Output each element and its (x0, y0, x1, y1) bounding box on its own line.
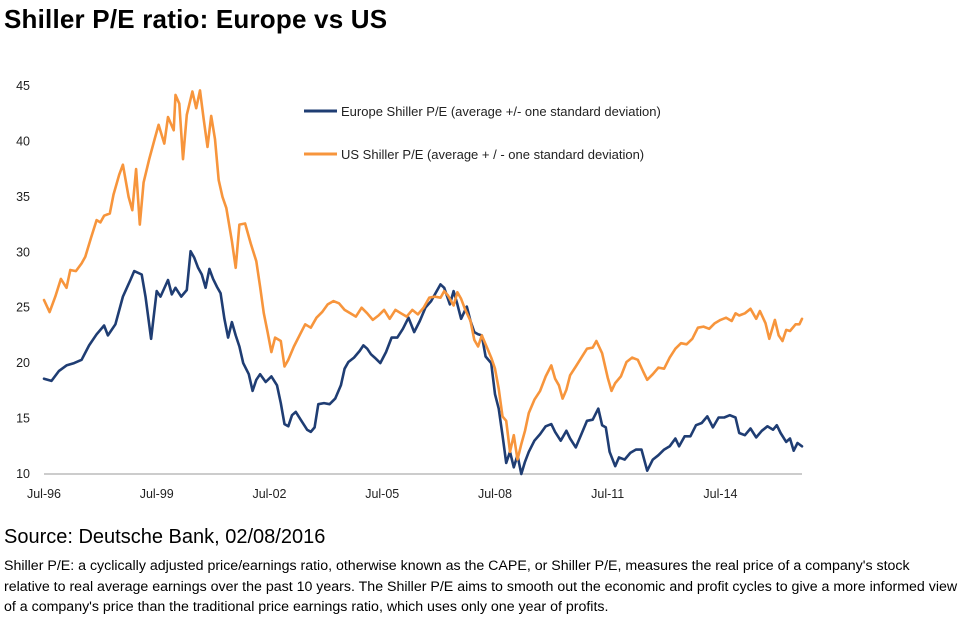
y-tick-label-25: 25 (16, 301, 30, 315)
x-tick-label-jul-99: Jul-99 (140, 487, 174, 501)
description-text: Shiller P/E: a cyclically adjusted price… (4, 558, 958, 615)
chart-legend: Europe Shiller P/E (average +/- one stan… (304, 104, 661, 162)
legend-label-us: US Shiller P/E (average + / - one standa… (341, 147, 644, 162)
series-lines (42, 89, 804, 476)
x-tick-label-jul-02: Jul-02 (252, 487, 286, 501)
x-axis-tick-labels: Jul-96 Jul-99 Jul-02 Jul-05 Jul-08 Jul-11 Jul-… (27, 487, 738, 501)
x-tick-label-jul-08: Jul-08 (478, 487, 512, 501)
source-note: Source: Deutsche Bank, 02/08/2016 (4, 526, 326, 548)
y-tick-label-30: 30 (16, 245, 30, 259)
y-tick-label-45: 45 (16, 79, 30, 93)
page-title: Shiller P/E ratio: Europe vs US (4, 4, 388, 34)
series-line-europe (42, 249, 804, 476)
y-tick-label-35: 35 (16, 190, 30, 204)
y-tick-label-10: 10 (16, 467, 30, 481)
y-axis-tick-labels: 10 15 20 25 30 35 40 45 (16, 79, 30, 481)
x-tick-label-jul-96: Jul-96 (27, 487, 61, 501)
series-line-us (42, 89, 804, 461)
x-tick-label-jul-05: Jul-05 (365, 487, 399, 501)
y-tick-label-15: 15 (16, 412, 30, 426)
y-tick-label-20: 20 (16, 356, 30, 370)
x-tick-label-jul-14: Jul-14 (703, 487, 737, 501)
shiller-pe-line-chart: 10 15 20 25 30 35 40 45 Jul-96 Jul-99 Jul-02 Jul-0… (16, 79, 804, 501)
x-tick-label-jul-11: Jul-11 (591, 487, 624, 501)
y-tick-label-40: 40 (16, 134, 30, 148)
legend-label-europe: Europe Shiller P/E (average +/- one stan… (341, 104, 661, 119)
